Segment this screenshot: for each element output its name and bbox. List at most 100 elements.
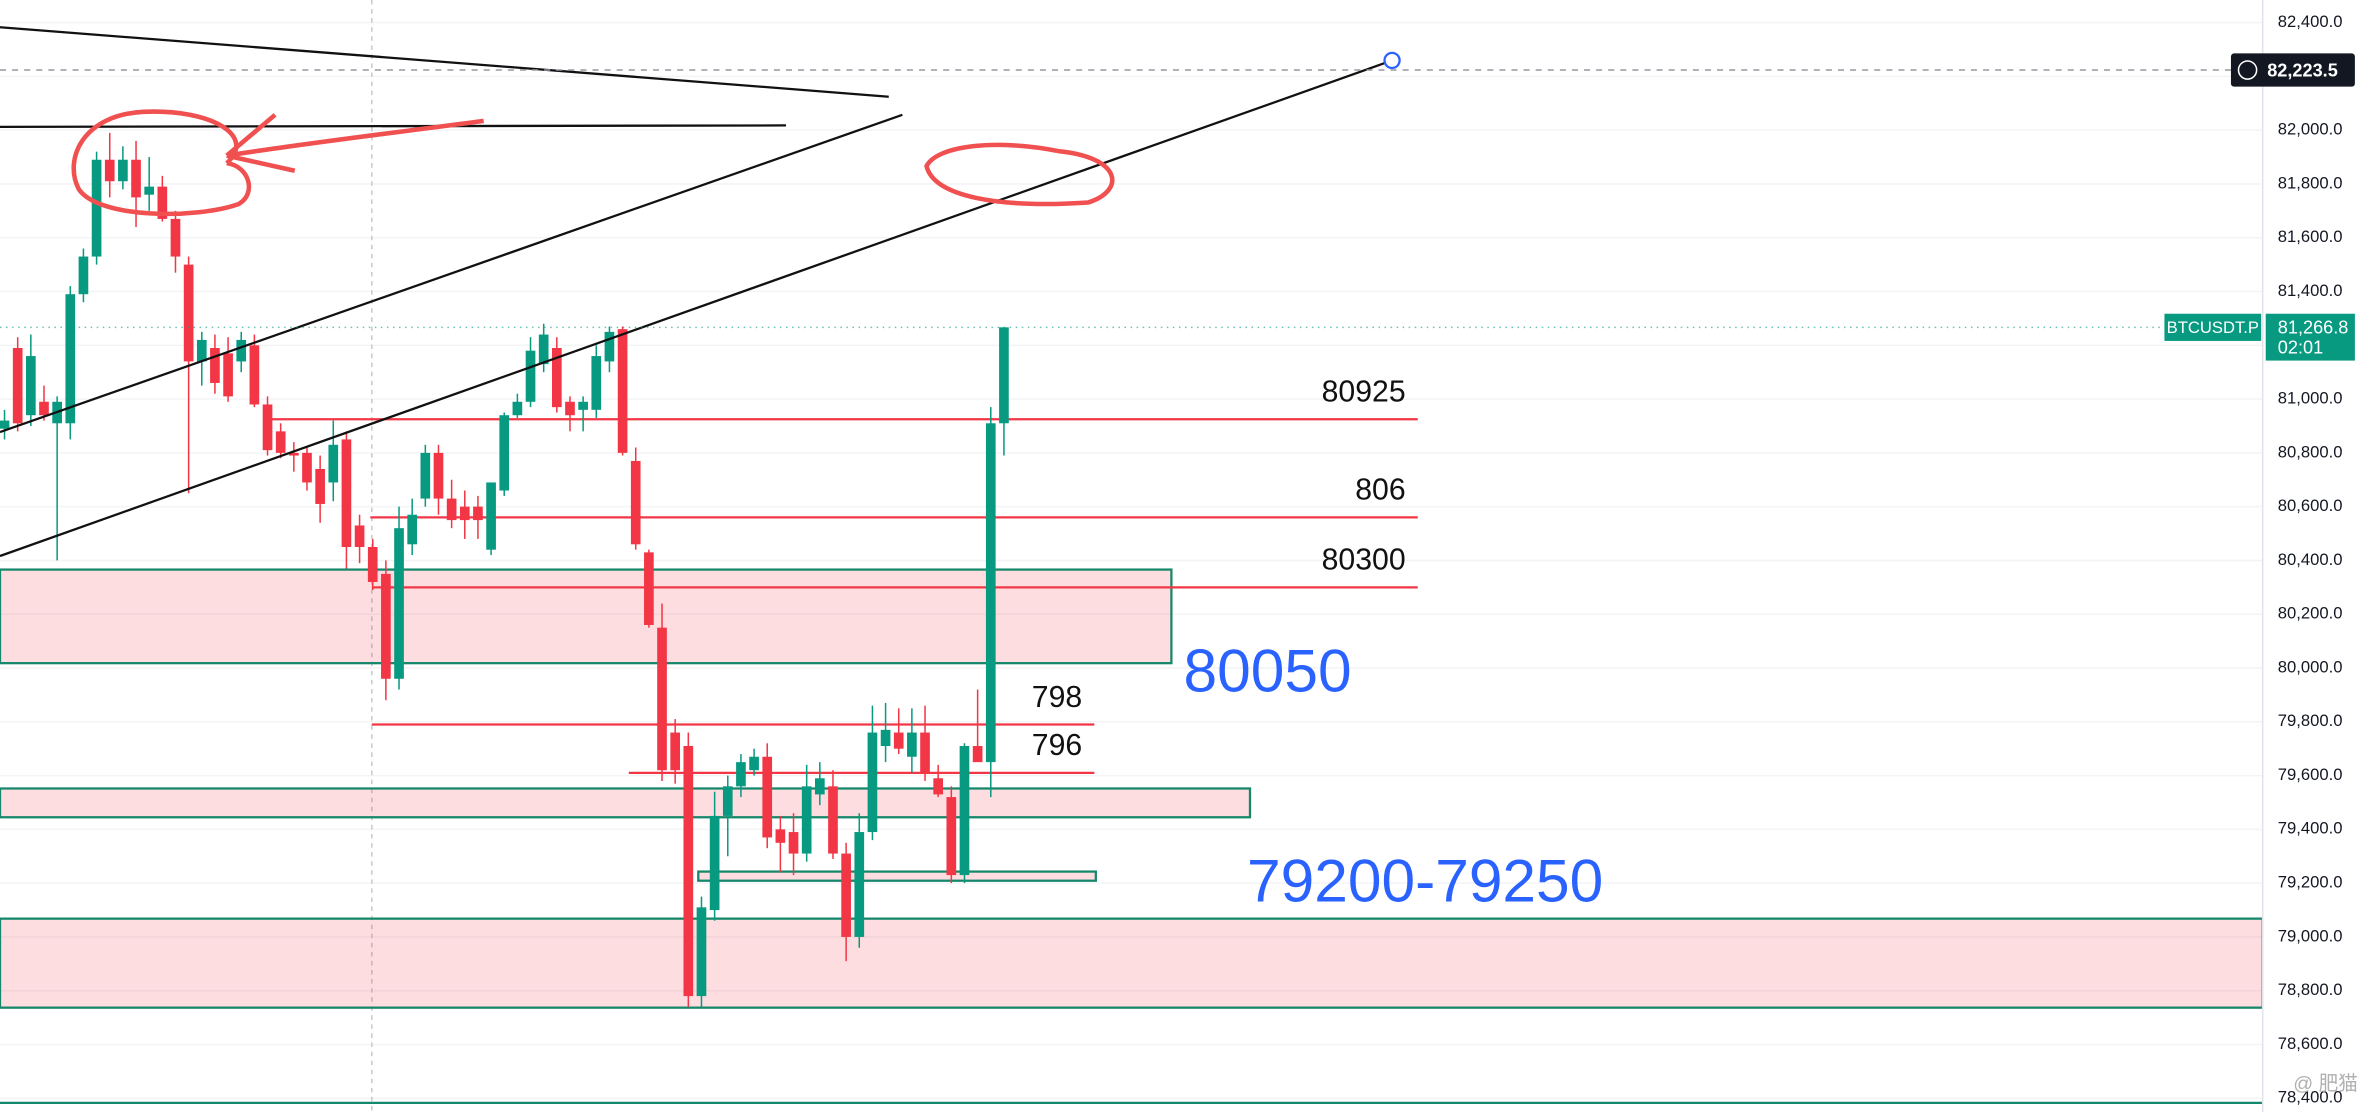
- candle-body: [538, 334, 549, 365]
- y-tick-label: 80,000.0: [2278, 657, 2343, 676]
- candle-body: [972, 745, 983, 763]
- y-tick-label: 78,600.0: [2278, 1034, 2343, 1053]
- last-price-tag: [2265, 313, 2355, 361]
- candle-body: [328, 444, 339, 483]
- zone: [0, 917, 2264, 1009]
- candle-body: [630, 460, 641, 545]
- candle-body: [157, 186, 168, 219]
- candle-body: [25, 356, 36, 416]
- levels: 80925 806 80300 798 796: [269, 376, 1418, 775]
- candle-body: [933, 778, 944, 795]
- zone: [0, 568, 1173, 665]
- crosshair-tag: [2230, 53, 2355, 87]
- y-tick-label: 81,400.0: [2278, 281, 2343, 300]
- candle-body: [867, 732, 878, 833]
- candle-body: [275, 431, 286, 453]
- y-tick-label: 80,800.0: [2278, 442, 2343, 461]
- candle-body: [617, 329, 628, 453]
- add-button[interactable]: [2237, 60, 2258, 80]
- y-tick-label: 79,600.0: [2278, 765, 2343, 784]
- y-tick-label: 80,600.0: [2278, 496, 2343, 515]
- price-tags: 82,223.5 BTCUSDT.P 81,266.802:01: [0, 53, 2355, 361]
- candle-body: [736, 762, 746, 787]
- candle-body: [880, 729, 891, 746]
- y-tick-label: 80,400.0: [2278, 550, 2343, 569]
- candle-body: [91, 159, 102, 257]
- candle-body: [578, 401, 588, 410]
- y-tick-label: 79,000.0: [2278, 926, 2343, 945]
- candle-body: [433, 452, 444, 499]
- level-label: 798: [1032, 681, 1082, 714]
- candle-body: [644, 552, 654, 625]
- candle-body: [499, 415, 510, 491]
- candle-body: [814, 778, 825, 795]
- y-tick-label: 79,800.0: [2278, 711, 2343, 730]
- candle-body: [302, 452, 312, 483]
- trend-line: [0, 113, 903, 434]
- candle-body: [236, 339, 247, 362]
- zone: [697, 870, 1097, 882]
- candle-body: [709, 815, 720, 911]
- candle-body: [341, 439, 352, 547]
- countdown-label: 02:01: [2278, 337, 2323, 357]
- candle-body: [775, 829, 786, 843]
- candle-body: [946, 797, 957, 876]
- candle-body: [893, 732, 904, 749]
- y-tick-label: 81,000.0: [2278, 388, 2343, 407]
- candle-body: [999, 327, 1009, 424]
- candle-body: [288, 452, 299, 456]
- candle-body: [985, 423, 996, 763]
- candle-body: [118, 159, 128, 182]
- candle-body: [959, 745, 970, 876]
- candle-body: [367, 546, 378, 582]
- candle-body: [801, 786, 812, 854]
- candle-body: [683, 745, 694, 997]
- candle-body: [196, 339, 207, 362]
- candle-body: [657, 627, 667, 771]
- candle-body: [907, 732, 917, 757]
- candle-body: [183, 264, 194, 362]
- candle-body: [551, 347, 562, 408]
- candle-body: [841, 853, 851, 937]
- level-label: 80300: [1322, 544, 1406, 577]
- candle-body: [920, 732, 930, 773]
- candle-body: [565, 401, 575, 416]
- candle-body: [525, 350, 536, 402]
- candle-body: [407, 514, 418, 545]
- crosshair-price: 82,223.5: [2267, 60, 2338, 80]
- candle-body: [762, 756, 773, 838]
- candle-body: [354, 525, 365, 547]
- y-tick-label: 82,400.0: [2278, 12, 2343, 31]
- symbol-tag: [2164, 313, 2262, 341]
- candle-body: [104, 159, 115, 182]
- axis-ticks: 82,400.082,200.082,000.081,800.081,600.0…: [2278, 12, 2343, 1107]
- candle-body: [696, 907, 707, 997]
- y-tick-label: 78,400.0: [2278, 1088, 2343, 1107]
- candle-body: [0, 420, 10, 429]
- candle-body: [315, 469, 325, 504]
- candle-body: [854, 832, 865, 937]
- y-tick-label: 81,800.0: [2278, 173, 2343, 192]
- grid: [0, 21, 2263, 1100]
- candle-body: [39, 401, 49, 416]
- candle-body: [65, 294, 76, 424]
- line-handle[interactable]: [1383, 51, 1401, 70]
- y-tick-label: 80,200.0: [2278, 604, 2343, 623]
- candle-body: [670, 732, 681, 771]
- annotation: 79200-79250: [1247, 846, 1603, 914]
- candle-body: [604, 331, 615, 362]
- candle-body: [131, 159, 141, 198]
- symbol-label: BTCUSDT.P: [2167, 318, 2259, 337]
- annotation: 80050: [1183, 636, 1351, 704]
- level-label: 806: [1355, 474, 1405, 507]
- candle-body: [262, 404, 273, 451]
- zone: [0, 787, 1252, 819]
- candle-body: [788, 832, 799, 854]
- candle-body: [420, 452, 431, 499]
- candle-body: [394, 528, 404, 679]
- candles: [0, 132, 1009, 1007]
- candle-body: [381, 573, 391, 679]
- candle-body: [486, 482, 496, 550]
- level-label: 796: [1032, 729, 1082, 762]
